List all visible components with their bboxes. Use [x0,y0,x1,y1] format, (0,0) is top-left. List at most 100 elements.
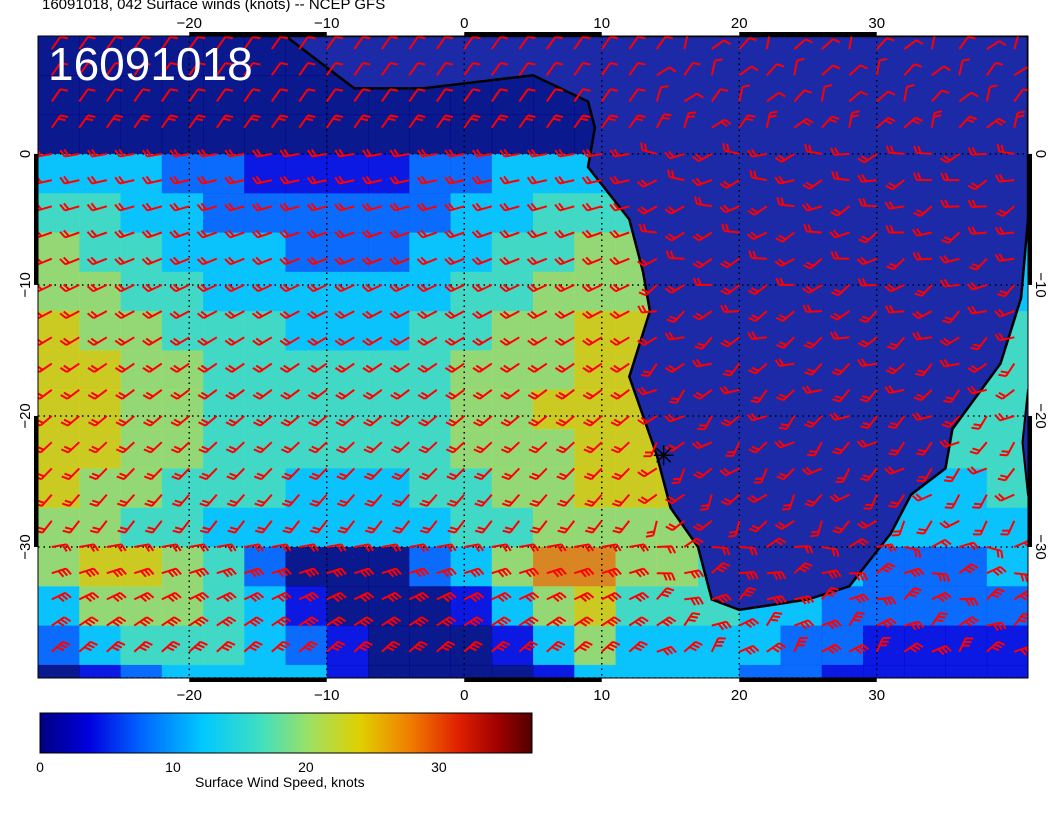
wind-barb [279,336,300,346]
wind-barb [381,543,402,553]
wind-barb [298,114,316,129]
wind-barb [804,362,823,376]
wind-barb [51,543,72,553]
wind-barb [88,441,108,454]
wind-barb [581,175,603,185]
wind-barb [995,389,1015,400]
wind-barb [939,519,960,529]
field-cell [38,36,80,76]
x-tick-bottom: −10 [314,687,339,704]
field-cell [615,586,658,627]
wind-barb [710,88,729,103]
wind-barb [609,283,630,293]
wind-barb [114,310,135,320]
wind-barb [986,565,1007,577]
wind-barb [196,202,218,212]
wind-barb [804,143,822,155]
wind-barb [271,543,292,553]
wind-barb [829,412,850,421]
wind-barb [573,36,591,50]
wind-barb [473,415,493,427]
wind-barb [581,229,603,239]
africa-land [230,36,1028,612]
map-title: 16091018, 042 Surface winds (knots) -- N… [42,0,386,13]
wind-barb [188,591,210,603]
wind-barb [133,640,153,653]
wind-barb [876,90,896,103]
wind-barb [766,91,786,103]
wind-barb [692,153,713,163]
wind-barb [793,38,813,50]
wind-barb [720,493,740,506]
wind-barb [334,283,355,293]
wind-barb [133,36,151,50]
wind-barb [609,202,630,212]
wind-barb [353,88,371,103]
wind-barb [279,175,300,185]
field-cell [79,586,121,627]
wind-barb [253,467,273,481]
field-cell [821,625,864,666]
wind-barb [491,591,512,603]
field-cell [326,664,369,678]
wind-barb [581,256,603,266]
wind-barb [134,543,155,553]
field-cell [244,193,286,234]
wind-barb [994,253,1015,262]
field-cell [491,664,534,678]
wind-barb [417,148,437,158]
wind-barb [306,229,328,239]
wind-barb [408,616,429,627]
wind-barb [362,148,382,158]
wind-barb [546,616,567,627]
wind-barb [225,415,245,427]
wind-barb [747,493,768,503]
wind-barb [775,231,795,243]
wind-barb [903,567,925,578]
field-cell [203,193,245,234]
wind-barb [803,223,822,234]
field-cell [120,311,163,351]
wind-barb [188,114,206,129]
wind-barb [389,229,410,239]
wind-barb [133,114,151,129]
field-cell [203,114,245,155]
wind-barb [500,441,520,454]
wind-barb [609,148,630,158]
wind-barb [556,467,576,481]
wind-barb [279,229,300,239]
wind-barb [38,202,53,212]
wind-barb [775,310,795,322]
wind-barb [643,441,658,458]
wind-barb [930,612,948,627]
wind-barb [79,543,100,553]
wind-barb [859,389,878,403]
wind-barb [325,114,344,129]
field-cell [244,507,286,548]
wind-barb [501,493,521,507]
wind-barb [307,148,327,158]
wind-barb [931,538,952,548]
wind-barb [51,567,72,578]
wind-barb [803,336,823,349]
wind-barb [499,310,520,320]
wind-barb [939,254,960,264]
field-cell [574,664,616,678]
wind-barb [298,36,316,50]
wind-barb [554,283,575,293]
wind-barb [793,619,815,630]
field-cell [38,232,80,273]
axis-bar [189,678,327,682]
wind-barb [435,88,454,103]
wind-barb [417,362,438,373]
wind-barb [518,114,536,129]
wind-barb [748,441,768,454]
field-cell [615,507,658,548]
wind-barb [527,148,547,158]
wind-barb [224,256,245,266]
colorbar-label: Surface Wind Speed, knots [195,774,365,790]
wind-barb [857,336,878,348]
wind-barb [775,277,795,286]
field-cell [491,232,534,273]
wind-barb [748,362,768,375]
